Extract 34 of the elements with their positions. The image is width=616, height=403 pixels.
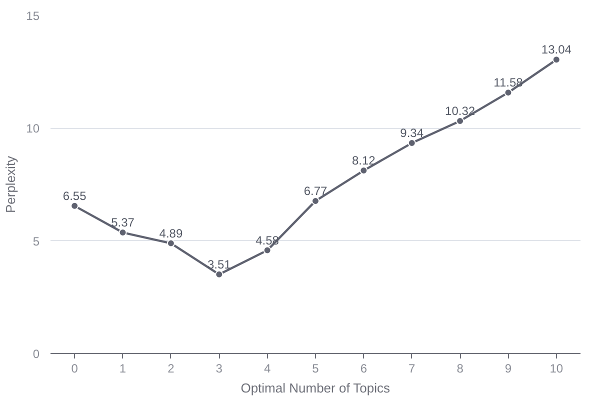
- x-tick-label: 10: [550, 362, 564, 376]
- y-tick-label: 0: [32, 347, 40, 361]
- data-label: 8.12: [352, 154, 376, 168]
- data-label: 6.55: [62, 188, 87, 203]
- x-tick-label: 7: [408, 362, 416, 376]
- point: [166, 239, 175, 248]
- x-axis-title: Optimal Number of Topics: [240, 380, 391, 396]
- point: [215, 270, 224, 278]
- data-label: 3.51: [207, 257, 232, 272]
- data-label: 13.04: [541, 42, 572, 57]
- y-tick-label: 5: [32, 234, 40, 248]
- data-label: 10.32: [445, 104, 476, 118]
- data-label: 6.77: [304, 184, 328, 198]
- x-tick-label: 8: [456, 362, 464, 376]
- point: [70, 202, 79, 210]
- point: [552, 56, 560, 64]
- x-tick-label: 2: [168, 362, 175, 376]
- y-axis-title: Perplexity: [3, 155, 18, 214]
- data-label: 5.37: [111, 215, 135, 230]
- y-tick-label: 15: [26, 9, 40, 23]
- data-label: 4.89: [159, 226, 183, 240]
- data-label: 11.58: [494, 76, 524, 90]
- x-tick-label: 3: [216, 362, 223, 376]
- x-tick-label: 5: [312, 362, 320, 376]
- x-tick-label: 9: [504, 362, 512, 376]
- point: [504, 88, 512, 97]
- data-label: 9.34: [400, 126, 424, 140]
- point: [118, 228, 127, 236]
- x-tick-label: 6: [360, 362, 368, 376]
- x-tick-label: 0: [71, 362, 78, 376]
- y-tick-label: 10: [26, 122, 40, 136]
- point: [263, 246, 272, 254]
- x-tick-label: 1: [119, 362, 126, 376]
- x-tick-label: 4: [264, 362, 271, 376]
